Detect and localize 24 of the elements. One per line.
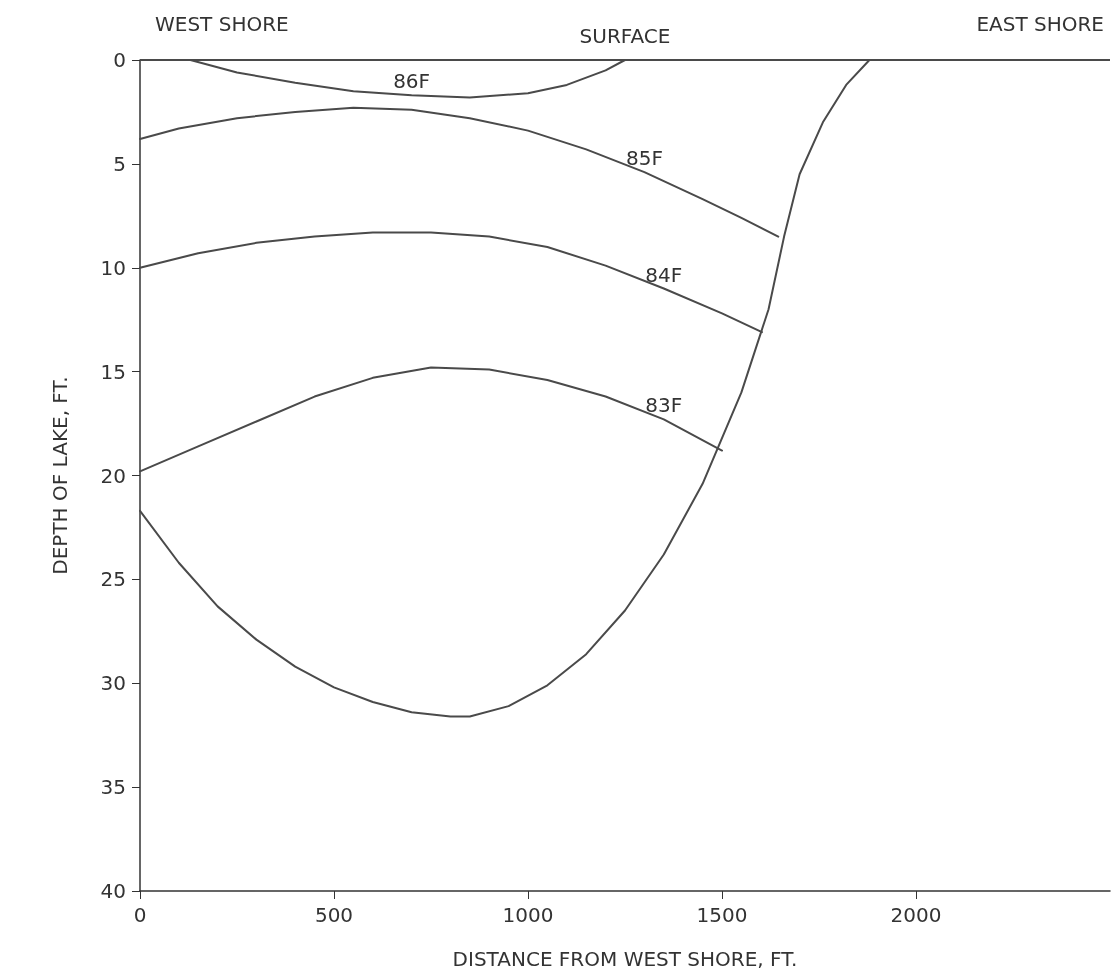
y-tick-label: 40 — [100, 879, 126, 903]
line-series — [139, 106, 780, 238]
annotation: 83F — [645, 393, 683, 418]
ref-line-label: SURFACE — [579, 24, 671, 48]
text: EAST SHORE — [976, 12, 1105, 36]
x-axis-title: DISTANCE FROM WEST SHORE, FT. — [452, 947, 798, 971]
y-tick-label: 5 — [113, 151, 126, 176]
y-tick-label: 20 — [100, 463, 126, 488]
x-tick-label: 0 — [133, 903, 147, 927]
x-tick-label: 1500 — [696, 903, 748, 927]
y-tick-label: 10 — [100, 255, 126, 280]
y-tick-label: 35 — [100, 775, 126, 800]
y-tick-label: 25 — [100, 567, 126, 592]
text: WEST SHORE — [155, 12, 289, 36]
y-tick-label: 30 — [100, 671, 126, 696]
x-tick-label: 2000 — [890, 903, 942, 927]
annotation: 84F — [645, 262, 683, 287]
annotation: 85F — [625, 146, 663, 171]
x-tick-label: 500 — [314, 903, 354, 927]
y-tick-label: 15 — [100, 359, 126, 384]
y-tick-label: 0 — [113, 48, 126, 72]
x-tick-label: 1000 — [502, 903, 554, 927]
annotation: 86F — [393, 69, 431, 94]
y-axis-title: DEPTH OF LAKE, FT. — [48, 376, 72, 575]
